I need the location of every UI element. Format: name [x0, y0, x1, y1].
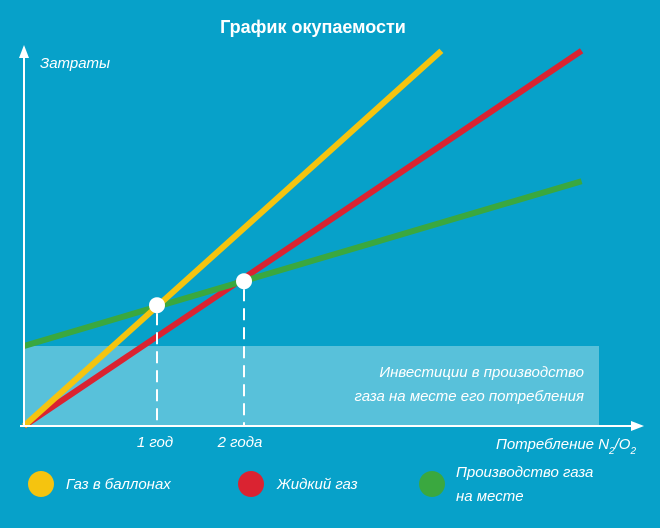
legend-marker-onsite: [419, 471, 445, 497]
series-line-liquid: [22, 48, 584, 429]
points-layer: [149, 273, 252, 426]
x-tick-label-1: 1 год: [137, 434, 173, 451]
breakeven-point-2: [236, 273, 252, 290]
series-line-cylinders: [21, 48, 444, 429]
legend-label-liquid: Жидкий газ: [276, 476, 358, 493]
breakeven-point-1: [149, 297, 165, 314]
y-axis-label: Затраты: [40, 55, 110, 72]
investment-box: [24, 346, 599, 426]
investment-label-line-1: Инвестиции в производство: [379, 364, 584, 381]
x-axis-arrow-icon: [631, 421, 644, 431]
legend-marker-cylinders: [28, 471, 54, 497]
series-line-onsite: [23, 178, 583, 349]
legend-label-onsite-line-1: Производство газа: [456, 464, 593, 481]
series-layer: [21, 48, 584, 429]
legend-label-cylinders: Газ в баллонах: [66, 476, 171, 493]
x-axis-label: Потребление N2/O2: [496, 436, 636, 457]
legend-label-onsite-line-2: на месте: [456, 488, 524, 505]
chart-title: График окупаемости: [220, 17, 406, 37]
investment-label-line-2: газа на месте его потребления: [355, 388, 585, 405]
x-tick-label-2: 2 года: [217, 434, 263, 451]
y-axis-arrow-icon: [19, 45, 29, 58]
legend-marker-liquid: [238, 471, 264, 497]
